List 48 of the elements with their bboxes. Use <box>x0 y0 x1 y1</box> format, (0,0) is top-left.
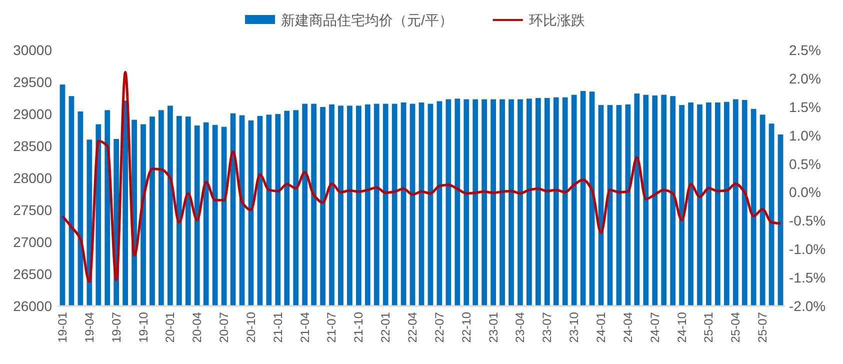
legend-label: 环比涨跌 <box>528 12 585 28</box>
y2-tick-label: 1.5% <box>789 98 821 115</box>
x-tick-label: 25-07 <box>756 312 770 343</box>
y2-tick-label: 1.0% <box>789 127 821 144</box>
x-tick-label: 19-01 <box>55 312 70 343</box>
y-tick-label: 30000 <box>13 42 52 58</box>
x-tick-label: 20-01 <box>163 312 178 343</box>
x-tick-label: 23-04 <box>513 312 528 343</box>
x-tick-label: 24-10 <box>674 312 689 343</box>
y2-tick-label: -0.5% <box>789 212 826 229</box>
x-tick-label: 21-10 <box>352 312 366 343</box>
y-tick-label: 27500 <box>13 202 52 218</box>
y-tick-label: 29000 <box>13 106 52 122</box>
x-tick-label: 21-01 <box>270 312 285 343</box>
y2-tick-label: 0.0% <box>789 184 821 200</box>
x-tick-label: 22-07 <box>432 312 446 343</box>
y2-tick-label: 0.5% <box>789 156 821 172</box>
y2-tick-label: -1.5% <box>789 270 826 286</box>
y2-tick-label: -1.0% <box>789 241 826 258</box>
x-tick-label: 23-10 <box>567 312 582 343</box>
x-tick-label: 20-07 <box>217 312 232 343</box>
y-tick-label: 28500 <box>13 138 52 154</box>
y2-tick-label: 2.5% <box>789 42 821 58</box>
x-tick-label: 23-01 <box>486 312 500 343</box>
y-tick-label: 26500 <box>13 266 52 282</box>
y-tick-label: 26000 <box>13 298 52 314</box>
x-tick-label: 22-04 <box>406 312 420 343</box>
y-tick-label: 29500 <box>13 74 52 90</box>
x-tick-label: 20-04 <box>190 312 204 343</box>
x-tick-label: 21-04 <box>298 312 312 343</box>
x-tick-label: 25-01 <box>702 312 716 343</box>
y-tick-label: 27000 <box>13 234 52 250</box>
y-tick-label: 28000 <box>13 170 52 186</box>
y2-tick-label: -2.0% <box>789 298 826 314</box>
x-tick-label: 24-04 <box>620 312 635 343</box>
x-tick-label: 23-07 <box>540 312 554 343</box>
x-tick-label: 22-10 <box>459 312 474 343</box>
x-tick-label: 19-07 <box>109 312 124 343</box>
x-tick-label: 21-07 <box>324 312 339 343</box>
x-tick-label: 24-07 <box>648 312 662 343</box>
x-tick-label: 24-01 <box>594 312 608 343</box>
x-tick-label: 20-10 <box>244 312 258 343</box>
x-tick-label: 19-10 <box>136 312 150 343</box>
x-tick-label: 22-01 <box>378 312 393 343</box>
x-tick-label: 25-04 <box>728 312 743 343</box>
y2-tick-label: 2.0% <box>789 70 821 86</box>
legend-label: 新建商品住宅均价（元/平） <box>281 12 453 28</box>
x-tick-label: 19-04 <box>82 312 96 343</box>
